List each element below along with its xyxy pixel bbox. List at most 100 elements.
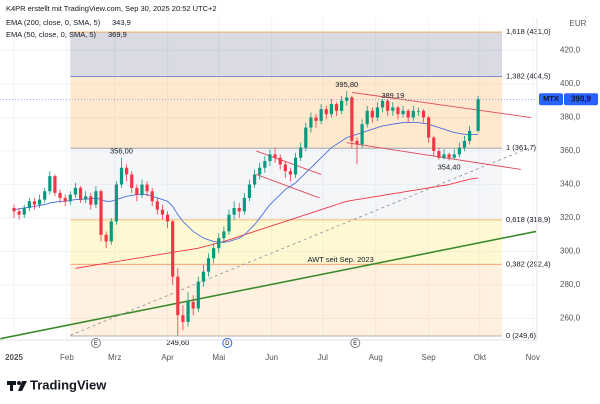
- candle-body: [12, 207, 16, 212]
- candle-body: [140, 184, 144, 195]
- ema50-value: 369,9: [108, 30, 127, 39]
- candle-body: [278, 157, 282, 165]
- y-tick-label: 380,0: [560, 113, 581, 122]
- candle-body: [237, 207, 241, 212]
- logo-shape: [18, 381, 27, 391]
- candle-body: [416, 110, 421, 112]
- x-tick-label: Sep: [422, 353, 437, 362]
- candle-body: [119, 167, 124, 185]
- candle-body: [171, 221, 175, 277]
- candle-body: [299, 147, 303, 158]
- fib-label: 1 (361,7): [506, 143, 537, 152]
- candle-body: [145, 184, 149, 192]
- candle-body: [314, 117, 318, 121]
- ema50-legend: EMA (50, close, 0, SMA, 5): [6, 30, 97, 39]
- y-tick-label: 300,0: [560, 247, 581, 256]
- y-tick-label: 360,0: [560, 146, 581, 155]
- logo-shape: [17, 381, 21, 385]
- candle-body: [104, 234, 108, 242]
- candle-body: [217, 238, 221, 249]
- event-label: D: [225, 341, 230, 347]
- candle-body: [191, 301, 195, 309]
- ema-line: [75, 177, 479, 269]
- y-tick-label: 260,0: [560, 314, 581, 323]
- y-tick-label: 320,0: [560, 213, 581, 222]
- candle-body: [334, 104, 339, 111]
- fib-label: 0,382 (292,4): [506, 259, 551, 268]
- candle-body: [43, 191, 47, 200]
- brand-name: TradingView: [30, 377, 107, 392]
- candle-body: [94, 191, 98, 205]
- candle-body: [370, 110, 374, 118]
- trend-line: [256, 174, 320, 199]
- ema200-legend: EMA (200, close, 0, SMA, 5): [6, 18, 101, 27]
- fib-zone: [70, 264, 503, 336]
- candle-body: [288, 171, 293, 175]
- candle-body: [212, 248, 216, 259]
- candle-body: [258, 167, 262, 175]
- candle-body: [32, 201, 37, 205]
- candle-body: [386, 100, 390, 111]
- candle-body: [232, 207, 236, 215]
- candle-body: [427, 117, 431, 138]
- price-annotation: 389,19: [381, 91, 404, 100]
- candle-body: [58, 192, 62, 198]
- last-price-box: [564, 93, 598, 106]
- candle-body: [125, 167, 129, 175]
- trend-line: [256, 150, 322, 175]
- candle-body: [329, 104, 333, 115]
- candle-body: [396, 107, 400, 115]
- candle-body: [442, 154, 446, 158]
- candle-body: [457, 147, 461, 155]
- x-tick-label: 2025: [5, 353, 23, 362]
- event-label: E: [94, 341, 98, 347]
- price-annotation: 249,60: [166, 338, 189, 347]
- y-tick-label: 400,0: [560, 79, 581, 88]
- event-marker: [350, 338, 361, 348]
- candle-body: [63, 197, 67, 202]
- candle-body: [109, 221, 113, 242]
- candle-body: [345, 97, 349, 101]
- candle-body: [324, 109, 328, 115]
- last-price-name: MTX: [543, 94, 559, 103]
- y-tick-label: 340,0: [560, 180, 581, 189]
- candle-body: [48, 176, 52, 192]
- candle-body: [411, 110, 415, 118]
- candle-body: [17, 211, 21, 215]
- candle-body: [247, 184, 252, 198]
- candle-body: [155, 201, 159, 210]
- candle-body: [37, 199, 42, 205]
- event-marker: [90, 338, 101, 348]
- x-tick-label: Aug: [369, 353, 383, 362]
- candle-body: [365, 110, 369, 125]
- candle-body: [432, 137, 436, 152]
- last-price-name-box: [539, 93, 563, 106]
- candle-body: [201, 271, 206, 282]
- candle-body: [309, 117, 313, 128]
- candle-body: [293, 157, 298, 175]
- candle-body: [268, 154, 272, 162]
- x-tick-label: Mrz: [108, 353, 121, 362]
- candle-body: [130, 174, 134, 188]
- candle-body: [340, 100, 344, 111]
- price-annotation: 356,00: [110, 147, 133, 156]
- trend-line: [0, 230, 537, 340]
- candle-body: [406, 110, 410, 118]
- candle-body: [304, 127, 308, 148]
- candle-body: [462, 140, 467, 148]
- candle-body: [380, 100, 385, 108]
- candle-body: [227, 214, 231, 232]
- candle-body: [319, 109, 323, 121]
- candle-body: [176, 276, 180, 316]
- price-annotation: 354,40: [438, 162, 461, 171]
- candle-body: [350, 97, 354, 141]
- candle-body: [447, 154, 451, 158]
- candle-body: [283, 164, 287, 172]
- trend-line: [346, 142, 521, 170]
- candle-body: [150, 191, 154, 202]
- plot-area: 1,618 (431,0) 1,382 (404,5) 1 (361,7) 0,618…: [0, 18, 551, 347]
- x-tick-label: Jun: [265, 353, 278, 362]
- x-tick-label: Jul: [318, 353, 328, 362]
- candle-body: [99, 191, 103, 235]
